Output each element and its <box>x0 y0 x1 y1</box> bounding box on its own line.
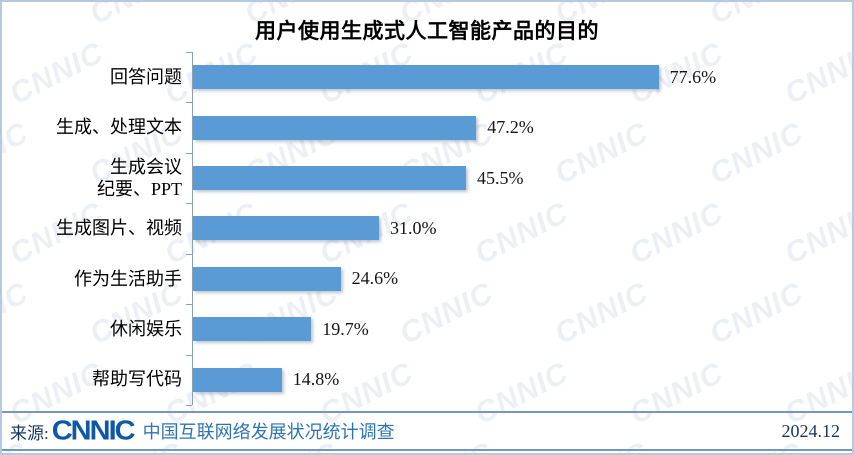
axis-tick <box>186 203 192 204</box>
bar <box>193 115 477 140</box>
bar <box>193 166 466 191</box>
category-label: 生成图片、视频 <box>56 218 182 239</box>
chart-title: 用户使用生成式人工智能产品的目的 <box>255 20 599 43</box>
bar <box>193 216 379 241</box>
category-label: 回答问题 <box>110 66 182 87</box>
axis-tick <box>186 153 192 154</box>
bar-zone: 47.2% <box>193 115 852 140</box>
value-label: 19.7% <box>322 318 369 339</box>
bar-zone: 31.0% <box>193 216 852 241</box>
value-label: 47.2% <box>487 117 534 138</box>
axis-tick <box>186 102 192 103</box>
bar <box>193 317 312 342</box>
source-label: 来源: <box>10 423 49 443</box>
axis-tick <box>186 254 192 255</box>
bar-row: 帮助写代码 14.8% <box>2 355 852 405</box>
axis-tick <box>186 52 192 53</box>
axis-tick <box>186 355 192 356</box>
report-date: 2024.12 <box>781 420 841 441</box>
survey-name: 中国互联网络发展状况统计调查 <box>142 422 395 442</box>
bar <box>193 65 659 90</box>
value-label: 45.5% <box>477 167 524 188</box>
bar-zone: 19.7% <box>193 317 852 342</box>
value-label: 31.0% <box>390 217 437 238</box>
bar-rows: 回答问题 77.6% 生成、处理文本 47.2% 生成会议 纪要、PPT 45.5% 生成图… <box>2 52 852 405</box>
category-label: 生成会议 纪要、PPT <box>96 156 182 200</box>
bar-row: 生成图片、视频 31.0% <box>2 203 852 253</box>
category-label: 帮助写代码 <box>92 369 182 390</box>
bar-zone: 24.6% <box>193 266 852 291</box>
bar-row: 生成会议 纪要、PPT 45.5% <box>2 153 852 203</box>
axis-tick <box>186 304 192 305</box>
bar-chart: 回答问题 77.6% 生成、处理文本 47.2% 生成会议 纪要、PPT 45.5% 生成图… <box>2 52 852 406</box>
value-label: 77.6% <box>669 66 717 87</box>
axis-tick <box>186 405 192 406</box>
value-label: 14.8% <box>292 369 340 390</box>
bar <box>193 367 282 392</box>
bar-zone: 77.6% <box>193 65 852 90</box>
value-label: 24.6% <box>351 268 399 289</box>
category-label: 生成、处理文本 <box>56 117 182 138</box>
category-label: 休闲娱乐 <box>110 319 182 340</box>
bar-row: 回答问题 77.6% <box>2 52 852 102</box>
bar-row: 生成、处理文本 47.2% <box>2 102 852 152</box>
bar-row: 休闲娱乐 19.7% <box>2 304 852 354</box>
bar <box>193 266 341 291</box>
footer-source: 来源: CNNIC 中国互联网络发展状况统计调查 <box>10 415 395 448</box>
y-axis-line <box>192 52 193 405</box>
bar-row: 作为生活助手 24.6% <box>2 254 852 304</box>
footer: 来源: CNNIC 中国互联网络发展状况统计调查 2024.12 <box>2 411 852 451</box>
bar-zone: 45.5% <box>193 166 852 191</box>
cnnic-logo: CNNIC <box>51 415 136 446</box>
bar-zone: 14.8% <box>193 367 852 392</box>
category-label: 作为生活助手 <box>74 268 182 289</box>
